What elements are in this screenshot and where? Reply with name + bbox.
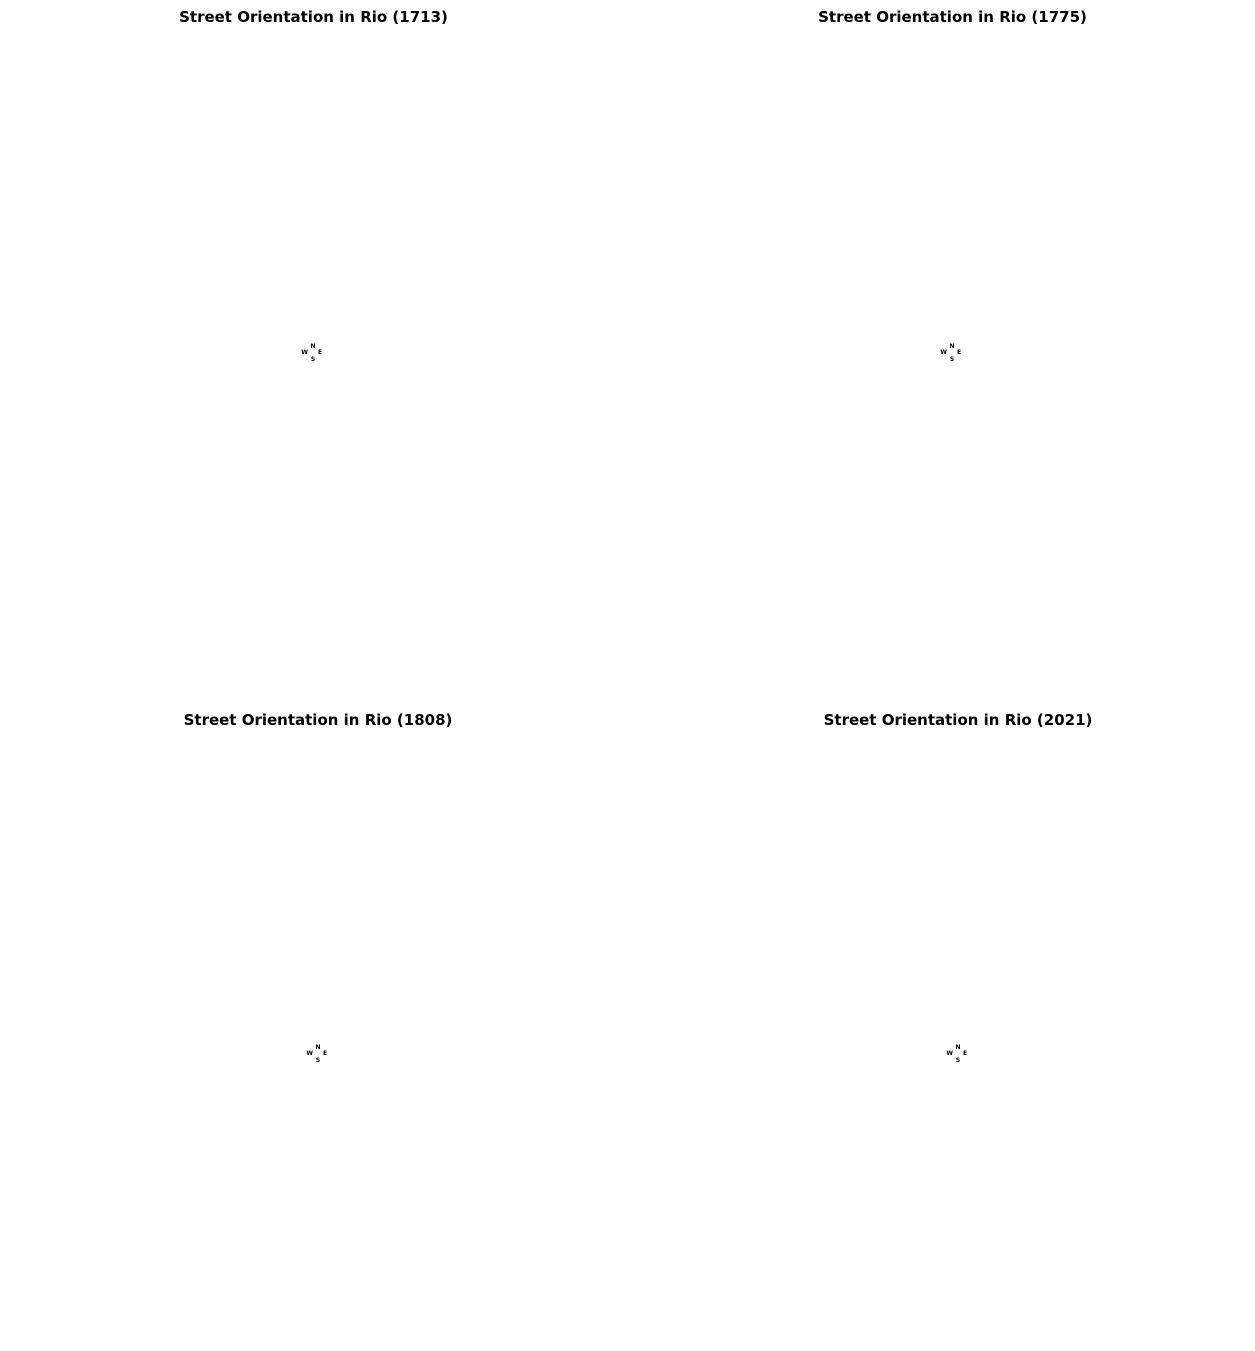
direction-label-s: S <box>311 356 315 363</box>
direction-label-w: W <box>940 349 947 356</box>
direction-label-w: W <box>306 1050 313 1057</box>
direction-label-e: E <box>318 349 322 356</box>
direction-label-s: S <box>950 356 954 363</box>
chart-title-2021: Street Orientation in Rio (2021) <box>823 711 1093 729</box>
chart-title-1808: Street Orientation in Rio (1808) <box>183 711 453 729</box>
direction-label-n: N <box>315 1044 320 1051</box>
chart-title-1775: Street Orientation in Rio (1775) <box>818 8 1087 26</box>
direction-label-e: E <box>323 1050 327 1057</box>
direction-label-e: E <box>963 1050 967 1057</box>
direction-label-w: W <box>301 349 308 356</box>
direction-label-n: N <box>949 343 954 350</box>
direction-label-n: N <box>955 1044 960 1051</box>
direction-label-e: E <box>957 349 961 356</box>
chart-title-1713: Street Orientation in Rio (1713) <box>179 8 448 26</box>
direction-label-n: N <box>310 343 315 350</box>
direction-label-s: S <box>316 1057 320 1064</box>
direction-label-s: S <box>956 1057 960 1064</box>
direction-label-w: W <box>946 1050 953 1057</box>
